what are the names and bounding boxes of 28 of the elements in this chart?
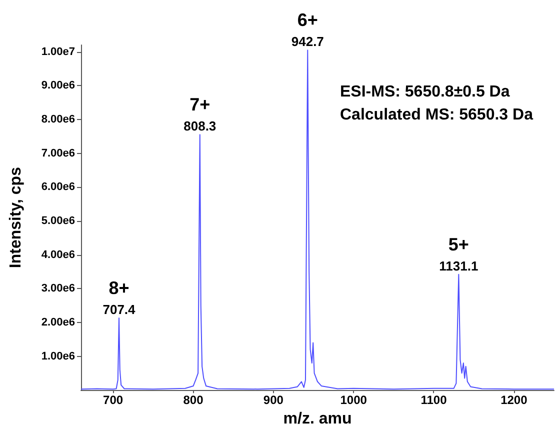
- x-tick-label: 1100: [420, 393, 448, 408]
- x-tick-label: 700: [103, 393, 124, 408]
- y-tick-label: 3.00e6: [41, 282, 75, 295]
- y-tick-label: 8.00e6: [41, 113, 75, 126]
- annotation: Calculated MS: 5650.3 Da: [340, 106, 534, 124]
- y-tick-label: 9.00e6: [41, 80, 75, 92]
- annotation: 808.3: [184, 118, 216, 134]
- x-axis-title: m/z. amu: [283, 410, 352, 428]
- annotation: ESI-MS: 5650.8±0.5 Da: [340, 84, 510, 100]
- annotation: 5+: [448, 234, 469, 254]
- annotation: 1131.1: [439, 258, 478, 274]
- y-axis-title: Intensity, cps: [8, 166, 24, 268]
- annotation: 7+: [190, 94, 210, 115]
- annotation: 707.4: [102, 302, 136, 318]
- annotation: 6+: [297, 10, 318, 30]
- x-tick-label: 1000: [340, 393, 368, 408]
- x-tick-label: 800: [183, 393, 204, 408]
- y-tick-label: 6.00e6: [41, 181, 75, 194]
- annotation: 8+: [108, 278, 130, 298]
- annotation: 942.7: [291, 34, 324, 50]
- x-tick-label: 900: [263, 393, 284, 408]
- y-tick-label: 7.00e6: [41, 147, 75, 160]
- y-tick-label: 1.00e7: [41, 46, 75, 58]
- x-tick-label: 1200: [500, 393, 528, 408]
- y-tick-label: 1.00e6: [41, 350, 75, 362]
- y-tick-label: 4.00e6: [41, 248, 75, 261]
- y-tick-label: 5.00e6: [41, 214, 75, 227]
- y-tick-label: 2.00e6: [41, 316, 75, 328]
